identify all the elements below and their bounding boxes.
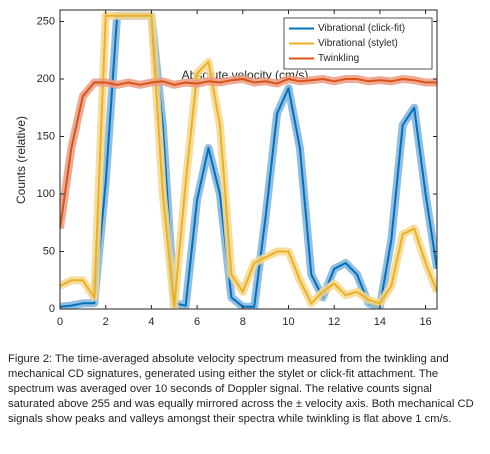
- x-tick-label: 8: [240, 316, 246, 328]
- x-tick-label: 4: [148, 316, 154, 328]
- chart: Absolute velocity (cm/s) Counts (relativ…: [14, 9, 438, 328]
- y-axis-label: Counts (relative): [14, 116, 28, 204]
- x-tick-label: 12: [328, 316, 340, 328]
- y-tick-label: 0: [49, 303, 55, 315]
- x-tick-label: 2: [103, 316, 109, 328]
- legend-label: Vibrational (click-fit): [318, 23, 405, 34]
- plot-frame: [59, 9, 438, 310]
- series-line: [60, 14, 437, 308]
- y-tick-label: 250: [37, 15, 55, 27]
- legend-label: Vibrational (stylet): [318, 38, 398, 49]
- y-tick-label: 50: [43, 245, 55, 257]
- y-tick-label: 200: [37, 73, 55, 85]
- x-tick-label: 10: [282, 316, 294, 328]
- y-tick-label: 150: [37, 130, 55, 142]
- series-line: [60, 78, 437, 229]
- x-tick-label: 6: [194, 316, 200, 328]
- y-tick-label: 100: [37, 188, 55, 200]
- x-tick-label: 14: [374, 316, 386, 328]
- confidence-band: [60, 75, 437, 230]
- legend-label: Twinkling: [318, 53, 359, 64]
- x-tick-label: 0: [57, 316, 63, 328]
- x-tick-label: 16: [419, 316, 431, 328]
- figure-caption: Figure 2: The time-averaged absolute vel…: [8, 353, 474, 425]
